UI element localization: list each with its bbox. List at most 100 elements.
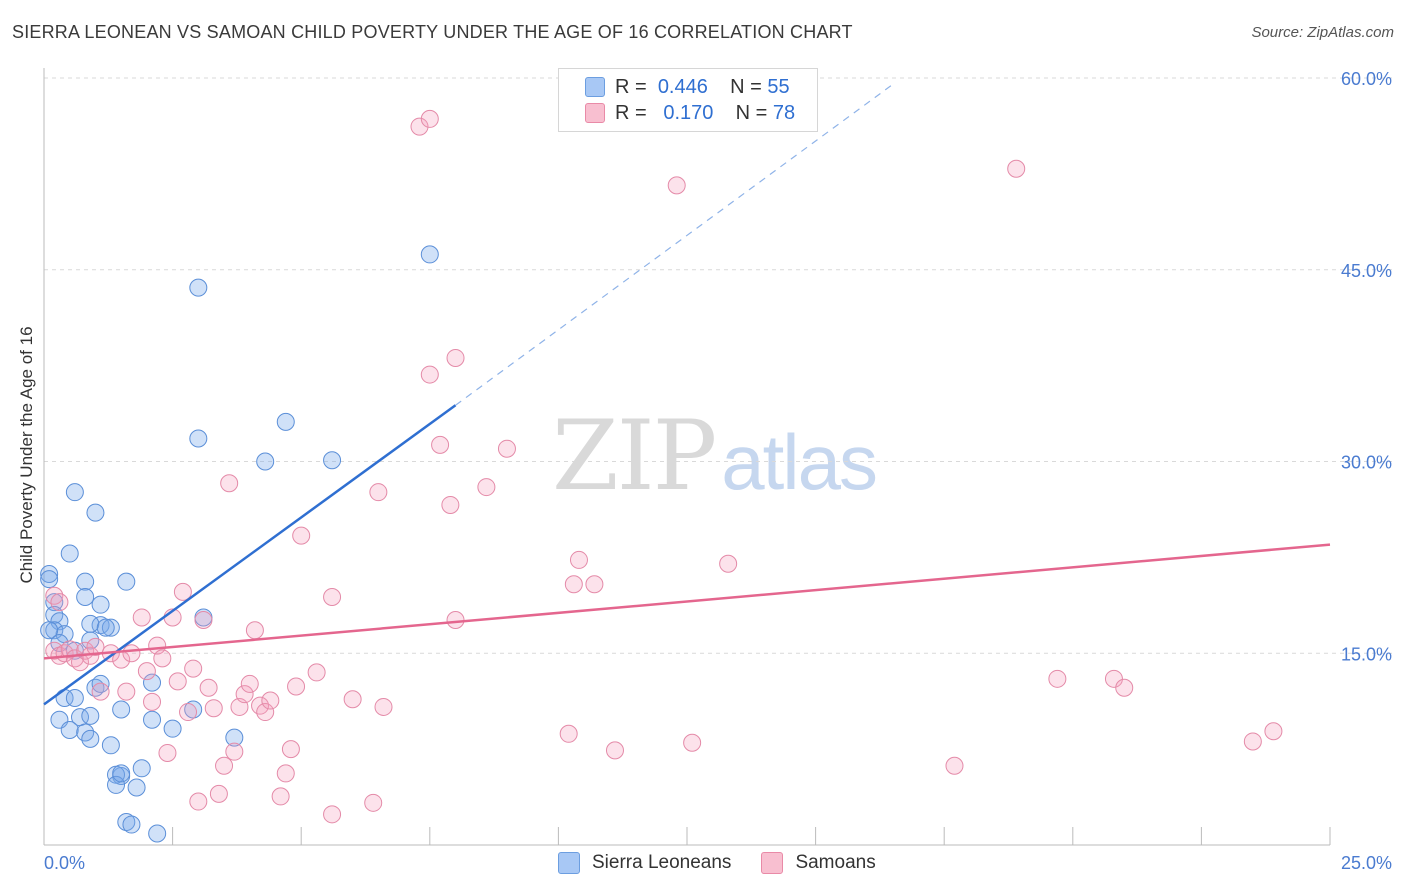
point-sierra-leonean bbox=[122, 815, 141, 834]
point-samoan bbox=[271, 787, 290, 806]
point-samoan bbox=[71, 653, 90, 672]
point-samoan bbox=[168, 672, 187, 691]
point-samoan bbox=[256, 703, 275, 722]
point-samoan bbox=[215, 756, 234, 775]
point-samoan bbox=[369, 483, 388, 502]
bottom-legend-label: Samoans bbox=[795, 852, 876, 873]
y-tick-label: 45.0% bbox=[1341, 261, 1392, 281]
point-samoan bbox=[117, 682, 136, 701]
watermark: ZIPatlas bbox=[552, 400, 878, 512]
point-sierra-leonean bbox=[107, 775, 126, 794]
point-samoan bbox=[245, 621, 264, 640]
point-samoan bbox=[91, 682, 110, 701]
x-tick-label: 0.0% bbox=[44, 853, 85, 873]
point-sierra-leonean bbox=[189, 278, 208, 297]
y-tick-label: 60.0% bbox=[1341, 69, 1392, 89]
tick-labels: 15.0% 30.0% 45.0% 60.0% 0.0% 25.0% bbox=[44, 69, 1392, 873]
point-samoan bbox=[204, 699, 223, 718]
point-samoan bbox=[667, 176, 686, 195]
point-samoan bbox=[410, 117, 429, 136]
legend-n-value: 78 bbox=[772, 101, 796, 124]
point-samoan bbox=[307, 663, 326, 682]
point-samoan bbox=[1243, 732, 1262, 751]
legend-r-label: R = bbox=[615, 75, 647, 98]
data-points bbox=[40, 109, 1283, 843]
point-samoan bbox=[50, 593, 69, 612]
point-samoan bbox=[585, 575, 604, 594]
point-samoan bbox=[431, 435, 450, 454]
legend-r-value: 0.170 bbox=[663, 101, 714, 124]
legend-row-samoans: R = 0.170 N = 78 bbox=[585, 100, 795, 126]
point-samoan bbox=[945, 756, 964, 775]
point-samoan bbox=[173, 582, 192, 601]
point-sierra-leonean bbox=[60, 720, 79, 739]
point-samoan bbox=[1264, 722, 1283, 741]
point-sierra-leonean bbox=[65, 688, 84, 707]
legend-swatch-blue bbox=[585, 77, 605, 97]
point-sierra-leonean bbox=[163, 719, 182, 738]
point-sierra-leonean bbox=[143, 673, 162, 692]
point-samoan bbox=[184, 659, 203, 678]
point-sierra-leonean bbox=[40, 570, 59, 589]
point-sierra-leonean bbox=[132, 759, 151, 778]
point-samoan bbox=[235, 685, 254, 704]
bottom-legend-item-samoans: Samoans bbox=[761, 852, 876, 874]
trend-line-samoan bbox=[43, 543, 1331, 660]
point-samoan bbox=[559, 724, 578, 743]
trend-lines bbox=[43, 83, 1331, 706]
point-sierra-leonean bbox=[127, 778, 146, 797]
point-samoan bbox=[343, 690, 362, 709]
point-samoan bbox=[446, 611, 465, 630]
point-samoan bbox=[276, 764, 295, 783]
grid bbox=[44, 77, 1392, 654]
bottom-legend-swatch-pink bbox=[761, 852, 784, 874]
point-samoan bbox=[477, 478, 496, 497]
trend-line-sierra-leonean-extension bbox=[455, 83, 894, 406]
point-samoan bbox=[137, 662, 156, 681]
point-samoan bbox=[364, 793, 383, 812]
point-sierra-leonean bbox=[323, 451, 342, 470]
point-samoan bbox=[194, 611, 213, 630]
point-samoan bbox=[287, 677, 306, 696]
legend: R = 0.446 N = 55 R = 0.170 N = 78 bbox=[558, 68, 818, 132]
point-samoan bbox=[86, 637, 105, 656]
point-samoan bbox=[281, 740, 300, 759]
point-sierra-leonean bbox=[81, 706, 100, 725]
legend-n-label: N = bbox=[730, 75, 762, 98]
point-samoan bbox=[199, 678, 218, 697]
point-sierra-leonean bbox=[184, 700, 203, 719]
watermark-zip: ZIP bbox=[552, 400, 717, 512]
point-samoan bbox=[122, 644, 141, 663]
point-sierra-leonean bbox=[112, 764, 131, 783]
bottom-legend-item-sierra-leoneans: Sierra Leoneans bbox=[558, 852, 731, 874]
point-sierra-leonean bbox=[60, 544, 79, 563]
point-sierra-leonean bbox=[276, 412, 295, 431]
point-samoan bbox=[605, 741, 624, 760]
point-samoan bbox=[179, 703, 198, 722]
point-samoan bbox=[220, 474, 239, 493]
point-sierra-leonean bbox=[81, 729, 100, 748]
point-samoan bbox=[1048, 669, 1067, 688]
point-samoan bbox=[132, 608, 151, 627]
point-sierra-leonean bbox=[112, 700, 131, 719]
point-samoan bbox=[497, 439, 516, 458]
chart-title: SIERRA LEONEAN VS SAMOAN CHILD POVERTY U… bbox=[12, 22, 853, 42]
x-tick-label: 25.0% bbox=[1341, 853, 1392, 873]
point-samoan bbox=[719, 554, 738, 573]
legend-n-label: N = bbox=[735, 101, 768, 124]
point-samoan bbox=[225, 742, 244, 761]
point-sierra-leonean bbox=[96, 618, 115, 637]
point-samoan bbox=[60, 640, 79, 659]
point-sierra-leonean bbox=[256, 452, 275, 471]
point-samoan bbox=[420, 109, 439, 128]
point-samoan bbox=[564, 575, 583, 594]
point-samoan bbox=[1007, 159, 1026, 178]
point-sierra-leonean bbox=[65, 483, 84, 502]
point-samoan bbox=[569, 550, 588, 569]
trend-line-sierra-leonean bbox=[43, 404, 457, 706]
point-samoan bbox=[374, 697, 393, 716]
y-tick-label: 15.0% bbox=[1341, 644, 1392, 664]
point-samoan bbox=[446, 348, 465, 367]
point-samoan bbox=[189, 792, 208, 811]
